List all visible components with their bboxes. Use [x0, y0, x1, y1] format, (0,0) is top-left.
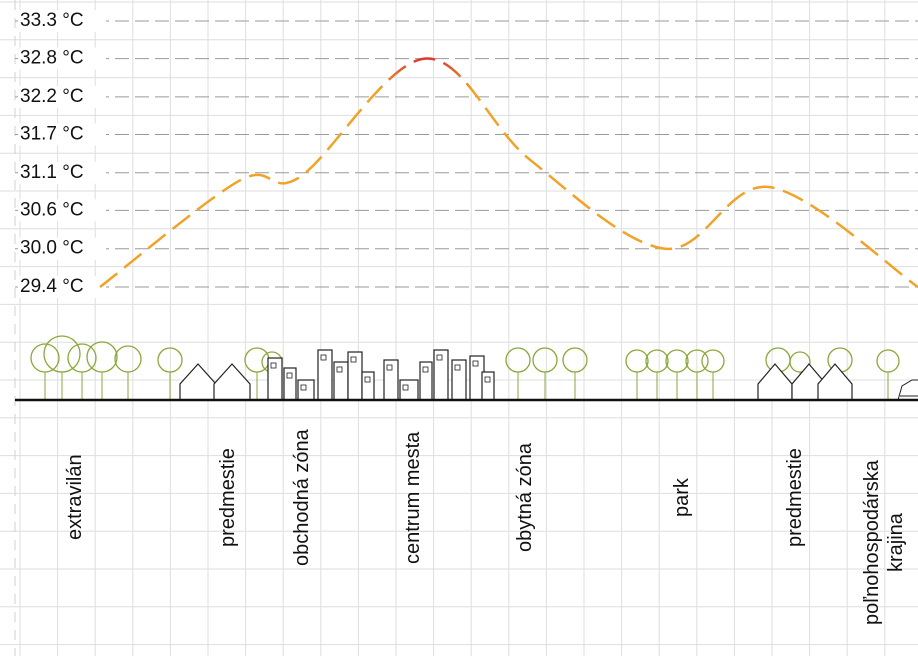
label-bg [18, 47, 106, 70]
building [267, 357, 283, 401]
y-tick-label: 30.0 °C [20, 238, 84, 259]
window [436, 354, 443, 361]
x-tick-label: predmestie [784, 448, 806, 547]
window [320, 354, 327, 361]
window [270, 362, 277, 369]
tree [625, 349, 649, 373]
label-bg [18, 237, 106, 260]
y-tick-label: 30.6 °C [20, 199, 84, 220]
y-tick-label: 32.2 °C [20, 86, 84, 107]
label-bg [18, 85, 106, 108]
label-bg [18, 276, 106, 298]
tree [505, 347, 531, 373]
y-tick-label: 32.8 °C [20, 48, 84, 69]
house [757, 363, 793, 400]
label-bg [18, 199, 106, 222]
label-bg [18, 123, 106, 146]
tree [114, 345, 142, 373]
window [402, 384, 409, 391]
window [386, 364, 393, 371]
tree [532, 347, 558, 373]
window [286, 372, 293, 379]
tree [562, 347, 588, 373]
window [336, 366, 343, 373]
tree [665, 349, 689, 373]
building [419, 361, 433, 401]
x-tick-label: poľnohospodárska krajina [861, 460, 907, 626]
tractor [897, 379, 918, 401]
y-tick-label: 31.7 °C [20, 124, 84, 145]
y-tick-label: 33.3 °C [20, 10, 84, 31]
y-tick-label: 29.4 °C [20, 276, 84, 297]
house [179, 363, 217, 400]
x-tick-label: predmestie [217, 448, 239, 547]
label-bg [18, 161, 106, 184]
building [361, 371, 375, 401]
window [364, 376, 371, 383]
label-bg [18, 10, 106, 32]
x-tick-label: obchodná zóna [291, 429, 313, 566]
x-tick-label: extravilán [64, 454, 86, 541]
tree [701, 349, 725, 373]
house [817, 363, 853, 400]
building [433, 349, 449, 401]
window [300, 384, 307, 391]
tree [244, 347, 270, 373]
building [333, 361, 349, 401]
x-tick-label: obytná zóna [514, 443, 536, 552]
tree [43, 335, 81, 373]
tree [876, 349, 900, 373]
tree [645, 349, 669, 373]
building [451, 359, 467, 401]
house [213, 363, 251, 400]
temperature-line [99, 57, 918, 289]
building [347, 351, 363, 401]
x-tick-label: park [671, 478, 693, 517]
building [481, 371, 495, 401]
window [422, 366, 429, 373]
window [350, 356, 357, 363]
window [454, 364, 461, 371]
building [317, 349, 333, 401]
building [383, 359, 399, 401]
y-tick-label: 31.1 °C [20, 162, 84, 183]
tree [86, 341, 118, 373]
window [472, 360, 479, 367]
x-tick-label: centrum mesta [402, 431, 424, 564]
window [484, 376, 491, 383]
